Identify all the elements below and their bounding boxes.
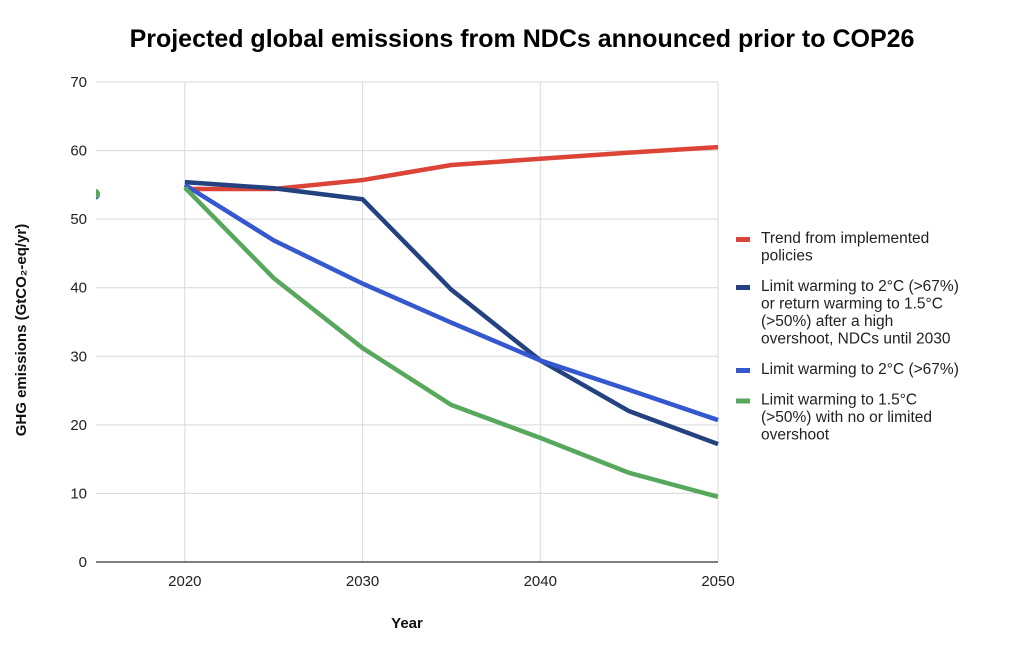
y-tick-label: 40 [70,280,87,297]
legend-swatch [736,285,750,290]
legend-label: Limit warming to 2°C (>67%) [761,361,959,378]
x-tick-label: 2040 [524,573,557,590]
gridlines [96,81,719,562]
y-tick-label: 0 [79,554,87,571]
x-axis-title: Year [391,615,423,632]
legend-label: (>50%) after a high [761,313,893,330]
x-axis-ticks: 2020 2030 2040 2050 [168,573,735,590]
legend-swatch [736,398,750,404]
legend-item: Limit warming to 2°C (>67%) [736,361,959,378]
series-lines [96,144,719,500]
legend-swatch [736,237,750,242]
y-tick-label: 50 [70,211,87,228]
y-axis-ticks: 0 10 20 30 40 50 60 70 [70,74,87,571]
legend-label: (>50%) with no or limited [761,409,932,426]
x-tick-label: 2030 [346,573,379,590]
series-line-1 [184,179,719,447]
y-tick-label: 20 [70,417,87,434]
legend-label: Limit warming to 1.5°C [761,392,917,409]
legend-label: Limit warming to 2°C (>67%) [761,278,959,295]
y-axis-title: GHG emissions (GtCO₂-eq/yr) [13,224,30,437]
x-tick-label: 2050 [701,573,734,590]
legend-label: or return warming to 1.5°C [761,296,943,313]
y-tick-label: 30 [70,348,87,365]
legend-item: Limit warming to 1.5°C(>50%) with no or … [736,392,932,444]
legend-label: overshoot [761,427,830,444]
series-line-2 [183,182,719,423]
chart-title: Projected global emissions from NDCs ann… [130,25,915,53]
legend-item: Limit warming to 2°C (>67%)or return war… [736,278,959,348]
x-tick-label: 2020 [168,573,201,590]
legend-label: overshoot, NDCs until 2030 [761,331,951,348]
legend-label: policies [761,248,813,265]
series-line-0 [184,144,719,192]
y-tick-label: 60 [70,143,87,160]
y-tick-label: 70 [70,74,87,91]
legend-swatch [736,368,750,373]
series-line-3 [183,186,719,500]
series-marker [96,188,100,199]
legend-label: Trend from implemented [761,230,929,247]
y-tick-label: 10 [70,485,87,502]
